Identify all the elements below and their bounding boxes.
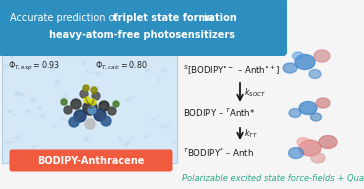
- Circle shape: [92, 102, 96, 106]
- FancyBboxPatch shape: [2, 55, 177, 163]
- Circle shape: [88, 106, 96, 114]
- Circle shape: [83, 85, 89, 91]
- Circle shape: [8, 110, 10, 112]
- Circle shape: [96, 72, 101, 76]
- Circle shape: [9, 110, 12, 113]
- Circle shape: [80, 90, 88, 98]
- Text: triplet state formation: triplet state formation: [113, 13, 237, 23]
- Circle shape: [15, 92, 19, 96]
- Circle shape: [90, 99, 96, 105]
- Circle shape: [82, 60, 86, 65]
- Text: in: in: [201, 13, 213, 23]
- Circle shape: [172, 140, 174, 143]
- Circle shape: [15, 92, 19, 96]
- Text: $\Phi_{T,exp} = 0.93$: $\Phi_{T,exp} = 0.93$: [8, 60, 60, 73]
- Circle shape: [159, 78, 161, 80]
- Circle shape: [61, 99, 67, 105]
- Circle shape: [41, 114, 46, 119]
- Text: $\Phi_{T,calc} = 0.80$: $\Phi_{T,calc} = 0.80$: [95, 60, 148, 72]
- Text: $k_{TT}$: $k_{TT}$: [244, 128, 258, 140]
- Ellipse shape: [309, 70, 321, 78]
- Circle shape: [166, 125, 169, 129]
- Ellipse shape: [319, 136, 337, 149]
- Circle shape: [26, 109, 29, 113]
- Circle shape: [31, 98, 35, 102]
- Circle shape: [11, 57, 14, 59]
- Circle shape: [151, 118, 154, 121]
- Circle shape: [99, 101, 109, 111]
- Circle shape: [63, 94, 67, 98]
- Text: BODIPY-Anthracene: BODIPY-Anthracene: [37, 156, 145, 166]
- Circle shape: [69, 117, 79, 127]
- Text: $k_{SOCT}$: $k_{SOCT}$: [244, 87, 266, 99]
- Circle shape: [38, 106, 41, 109]
- Circle shape: [71, 99, 81, 109]
- Ellipse shape: [283, 63, 297, 73]
- Ellipse shape: [299, 140, 321, 156]
- Circle shape: [5, 140, 9, 145]
- Circle shape: [105, 153, 110, 157]
- Text: Accurate prediction of: Accurate prediction of: [10, 13, 121, 23]
- Circle shape: [140, 152, 142, 155]
- Ellipse shape: [289, 108, 301, 118]
- Ellipse shape: [289, 147, 304, 159]
- Ellipse shape: [316, 98, 330, 108]
- Circle shape: [92, 92, 100, 100]
- Text: Polarizable excited state force-fields + Quantum effects: Polarizable excited state force-fields +…: [182, 174, 364, 184]
- Circle shape: [119, 138, 122, 141]
- Circle shape: [95, 88, 97, 91]
- Circle shape: [88, 150, 92, 154]
- Ellipse shape: [293, 52, 304, 60]
- Circle shape: [131, 61, 135, 65]
- Circle shape: [64, 106, 72, 114]
- Circle shape: [146, 68, 150, 73]
- Circle shape: [84, 137, 88, 141]
- Circle shape: [3, 64, 7, 69]
- Circle shape: [146, 135, 149, 138]
- Ellipse shape: [295, 54, 315, 70]
- Ellipse shape: [310, 113, 321, 121]
- Circle shape: [95, 107, 98, 110]
- Circle shape: [113, 101, 119, 107]
- Circle shape: [94, 109, 106, 121]
- FancyBboxPatch shape: [0, 0, 287, 56]
- Circle shape: [85, 119, 95, 129]
- Text: $^{S}$[BODIPY$^{\bullet-}$ – Anth$^{\bullet+}$]: $^{S}$[BODIPY$^{\bullet-}$ – Anth$^{\bul…: [183, 64, 281, 77]
- Circle shape: [125, 142, 130, 146]
- Circle shape: [50, 67, 54, 71]
- Text: $^{T}$BODIPY$^{*}$ – Anth: $^{T}$BODIPY$^{*}$ – Anth: [183, 147, 254, 159]
- Circle shape: [80, 92, 84, 95]
- FancyBboxPatch shape: [9, 149, 173, 171]
- Text: BODIPY – $^{T}$Anth*: BODIPY – $^{T}$Anth*: [183, 107, 256, 119]
- Circle shape: [74, 110, 86, 122]
- Circle shape: [75, 99, 78, 103]
- Circle shape: [83, 101, 97, 115]
- Circle shape: [169, 154, 171, 156]
- Circle shape: [16, 135, 20, 140]
- Circle shape: [32, 146, 35, 149]
- Circle shape: [127, 140, 130, 143]
- Ellipse shape: [311, 153, 325, 163]
- Circle shape: [101, 116, 111, 126]
- Circle shape: [60, 116, 63, 119]
- Circle shape: [108, 107, 116, 115]
- Circle shape: [53, 125, 55, 127]
- Circle shape: [55, 80, 60, 85]
- Circle shape: [125, 97, 129, 102]
- Circle shape: [22, 94, 25, 96]
- Ellipse shape: [299, 101, 317, 115]
- Circle shape: [91, 87, 97, 93]
- Circle shape: [84, 97, 90, 103]
- Ellipse shape: [297, 138, 309, 146]
- Text: heavy-atom-free photosensitizers: heavy-atom-free photosensitizers: [49, 30, 235, 40]
- Circle shape: [164, 69, 166, 71]
- Circle shape: [43, 155, 47, 158]
- Ellipse shape: [314, 50, 330, 62]
- Circle shape: [86, 70, 89, 73]
